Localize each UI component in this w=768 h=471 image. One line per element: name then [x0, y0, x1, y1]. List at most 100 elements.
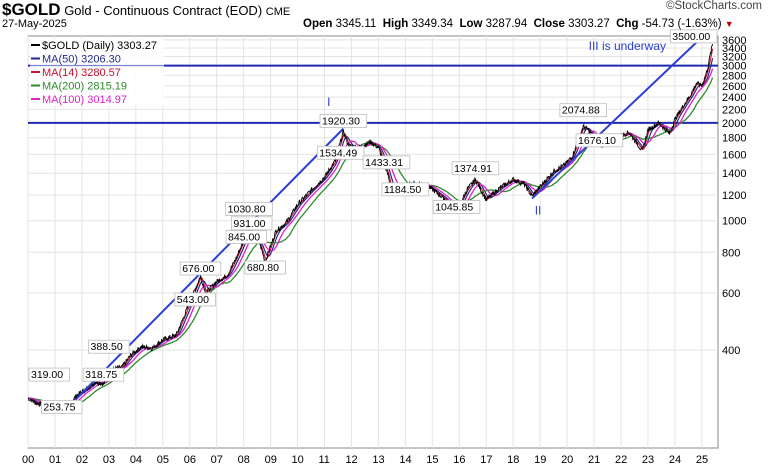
trend-line	[531, 35, 704, 200]
price-annotation-box	[225, 230, 268, 244]
x-tick-label: 25	[696, 454, 708, 466]
chart-title: $GOLD Gold - Continuous Contract (EOD) C…	[2, 0, 290, 20]
y-tick-label: 1800	[722, 133, 746, 145]
x-tick-label: 04	[130, 454, 142, 466]
brand-watermark: ©StockCharts.com	[665, 0, 762, 12]
y-tick-label: 2800	[722, 70, 746, 82]
price-annotation-box	[179, 261, 222, 276]
price-annotation: 680.80	[247, 262, 279, 274]
high-label: High	[382, 18, 409, 30]
x-tick-label: 13	[372, 454, 384, 466]
price-annotation: 845.00	[228, 232, 260, 244]
low-label: Low	[459, 18, 483, 30]
price-annotation-box	[451, 161, 500, 176]
x-tick-label: 08	[238, 454, 250, 466]
legend-entry: MA(100) 3014.97	[42, 94, 127, 106]
x-tick-label: 20	[561, 454, 573, 466]
price-annotation-box	[432, 200, 481, 214]
price-annotation: 1433.31	[365, 157, 403, 169]
y-tick-label: 3400	[722, 43, 746, 55]
price-annotation: 318.75	[85, 369, 117, 381]
y-tick-label: 2600	[722, 81, 746, 93]
legend-bg	[30, 52, 164, 66]
price-annotation: 676.00	[182, 263, 214, 275]
y-tick-label: 400	[722, 345, 740, 357]
instrument-name: Gold - Continuous Contract (EOD)	[64, 3, 263, 18]
price-annotation-box	[362, 155, 411, 170]
exchange: CME	[265, 6, 291, 18]
high-value: 3349.34	[411, 18, 454, 30]
x-tick-label: 00	[22, 454, 34, 466]
y-tick-label: 2000	[722, 118, 746, 130]
price-annotation: 253.75	[43, 401, 75, 413]
x-tick-label: 15	[426, 454, 438, 466]
y-tick-label: 600	[722, 288, 740, 300]
price-annotation-box	[40, 399, 83, 414]
price-annotation: 1184.50	[384, 184, 421, 196]
price-annotation: 1045.85	[435, 201, 473, 213]
y-tick-label: 2200	[722, 104, 746, 116]
symbol: $GOLD	[2, 0, 61, 19]
price-annotation-box	[669, 29, 718, 44]
close-label: Close	[533, 18, 565, 30]
price-annotation: 1920.30	[322, 116, 360, 128]
x-tick-label: 12	[345, 454, 357, 466]
wave-label: II	[535, 204, 542, 218]
y-tick-label: 1000	[722, 216, 746, 228]
y-tick-label: 2400	[722, 92, 746, 104]
legend-entry: MA(200) 2815.19	[42, 81, 127, 93]
x-tick-label: 16	[453, 454, 465, 466]
open-value: 3345.11	[335, 18, 377, 30]
price-annotation: 543.00	[177, 294, 209, 306]
price-annotation-box	[559, 103, 607, 118]
price-annotation-box	[231, 216, 273, 231]
y-tick-label: 1600	[722, 149, 746, 161]
price-annotation-box	[575, 133, 624, 148]
price-annotation: 388.50	[91, 341, 123, 353]
x-tick-label: 21	[588, 454, 600, 466]
x-tick-label: 19	[534, 454, 546, 466]
price-annotation: 3500.00	[672, 31, 710, 43]
x-tick-label: 24	[669, 454, 681, 466]
x-tick-label: 22	[615, 454, 627, 466]
price-annotation-box	[88, 339, 130, 354]
price-annotation: 1676.10	[578, 135, 616, 147]
price-annotation: 1374.91	[454, 163, 492, 175]
x-tick-label: 23	[642, 454, 654, 466]
x-tick-label: 06	[184, 454, 196, 466]
legend-bg	[30, 93, 164, 106]
ma-line-ma200	[27, 77, 714, 408]
quote-date: 27-May-2025	[2, 18, 67, 30]
price-annotation-box	[244, 260, 286, 275]
price-annotation: 1030.80	[228, 203, 266, 215]
x-tick-label: 18	[507, 454, 519, 466]
y-tick-label: 3600	[722, 35, 746, 47]
ohlc-summary: Open 3345.11 High 3349.34 Low 3287.94 Cl…	[303, 18, 734, 30]
chg-label: Chg	[616, 18, 639, 30]
close-value: 3303.27	[568, 18, 610, 30]
y-tick-label: 1200	[722, 190, 746, 202]
price-annotation-box	[225, 202, 273, 216]
y-tick-label: 800	[722, 247, 740, 259]
x-tick-label: 07	[211, 454, 223, 466]
legend-entry: MA(14) 3280.57	[42, 67, 121, 79]
down-triangle-icon: ▼	[724, 19, 734, 29]
chg-value: -54.73 (-1.63%)	[641, 18, 722, 30]
price-annotation: 319.00	[31, 369, 63, 381]
x-tick-label: 09	[265, 454, 277, 466]
price-annotation: 2074.88	[562, 105, 600, 117]
legend-entry: $GOLD (Daily) 3303.27	[42, 40, 157, 52]
wave-label: III is underway	[589, 39, 666, 53]
price-annotation: 1534.49	[319, 147, 357, 159]
y-tick-label: 3200	[722, 52, 746, 64]
open-label: Open	[303, 18, 333, 30]
x-tick-label: 10	[292, 454, 304, 466]
price-annotation-box	[174, 292, 216, 307]
legend-bg	[30, 66, 164, 79]
legend-bg	[30, 79, 164, 93]
x-tick-label: 03	[103, 454, 115, 466]
x-tick-label: 14	[399, 454, 411, 466]
price-annotation-box	[316, 145, 365, 160]
price-annotation-box	[28, 367, 70, 382]
